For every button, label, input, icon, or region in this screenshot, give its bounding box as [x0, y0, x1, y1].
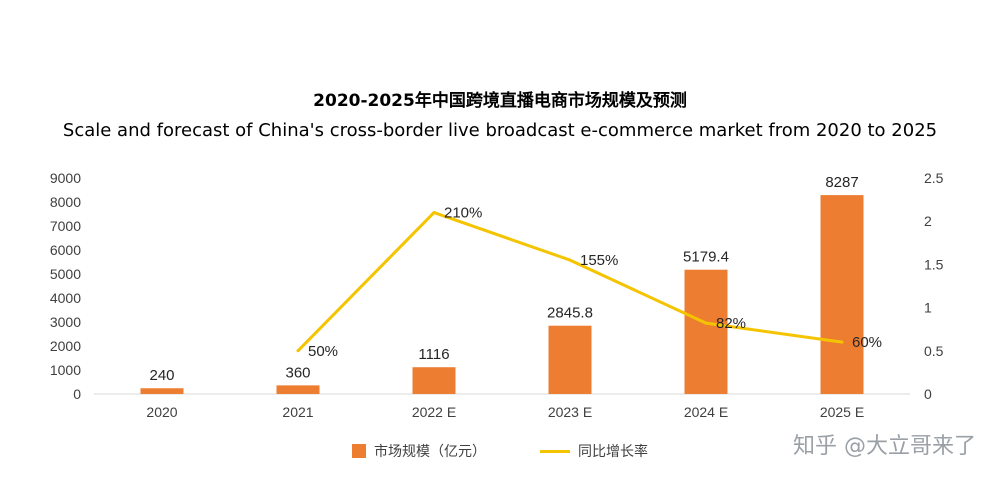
y-left-tick-label: 0: [73, 386, 81, 402]
chart-title-cn: 2020-2025年中国跨境直播电商市场规模及预测: [313, 91, 687, 111]
y-left-tick-label: 8000: [50, 194, 81, 210]
legend-swatch-bar: [352, 444, 366, 458]
y-right-tick-label: 2: [924, 213, 932, 229]
legend-label-bar: 市场规模（亿元）: [374, 444, 486, 460]
y-left-tick-label: 7000: [50, 218, 81, 234]
growth-rate-point: [432, 211, 436, 215]
x-tick-label: 2024 E: [684, 404, 728, 420]
growth-rate-point: [704, 321, 708, 325]
line-data-label: 155%: [580, 252, 618, 269]
bar-data-label: 5179.4: [683, 249, 729, 266]
bar-data-label: 240: [149, 367, 174, 384]
bar: [276, 385, 320, 394]
y-right-tick-label: 1: [924, 300, 932, 316]
y-right-tick-label: 1.5: [924, 256, 944, 272]
y-left-tick-label: 2000: [50, 338, 81, 354]
y-left-tick-label: 3000: [50, 314, 81, 330]
chart-title-en: Scale and forecast of China's cross-bord…: [62, 120, 938, 141]
line-data-label: 50%: [308, 343, 338, 360]
x-tick-label: 2023 E: [548, 404, 592, 420]
y-left-tick-label: 5000: [50, 266, 81, 282]
x-tick-label: 2020: [146, 404, 177, 420]
y-right-tick-label: 2.5: [924, 170, 944, 186]
bar-data-label: 1116: [418, 346, 449, 363]
x-tick-label: 2022 E: [412, 404, 456, 420]
line-data-label: 210%: [444, 205, 482, 222]
legend-label-line: 同比增长率: [578, 444, 648, 460]
y-right-tick-label: 0: [924, 386, 932, 402]
y-left-tick-label: 6000: [50, 242, 81, 258]
x-tick-label: 2025 E: [820, 404, 864, 420]
bar-data-label: 2845.8: [547, 305, 593, 322]
bar: [684, 269, 728, 394]
bar: [820, 195, 864, 394]
bar: [548, 325, 592, 394]
bar: [412, 367, 456, 394]
line-data-label: 60%: [852, 334, 882, 351]
x-tick-label: 2021: [282, 404, 313, 420]
legend-item-line: 同比增长率: [540, 441, 648, 461]
legend-swatch-line: [540, 449, 570, 453]
chart-legend: 市场规模（亿元） 同比增长率: [0, 441, 1000, 463]
y-right-tick-label: 0.5: [924, 343, 944, 359]
growth-rate-point: [840, 340, 844, 344]
bar-data-label: 8287: [825, 174, 858, 191]
y-left-tick-label: 1000: [50, 362, 81, 378]
bar: [140, 388, 184, 394]
growth-rate-point: [568, 258, 572, 262]
bar-data-label: 360: [285, 364, 310, 381]
legend-item-bar: 市场规模（亿元）: [352, 441, 486, 461]
line-data-label: 82%: [716, 315, 746, 332]
y-left-tick-label: 4000: [50, 290, 81, 306]
y-left-tick-label: 9000: [50, 170, 81, 186]
growth-rate-point: [296, 349, 300, 353]
watermark-text: 知乎 @大立哥来了: [793, 434, 976, 459]
